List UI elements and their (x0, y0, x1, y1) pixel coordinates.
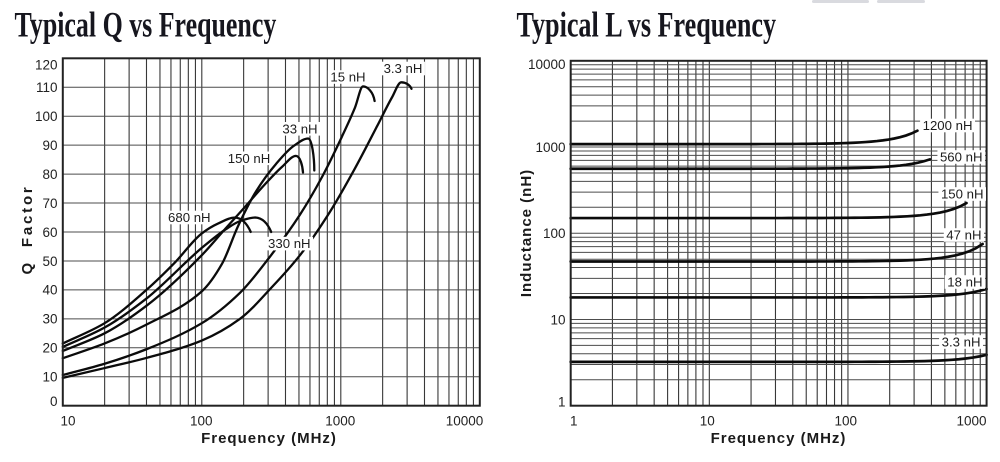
svg-text:Q Factor: Q Factor (19, 184, 36, 274)
svg-text:1: 1 (570, 413, 578, 428)
svg-text:Frequency (MHz): Frequency (MHz) (201, 430, 337, 447)
svg-text:150 nH: 150 nH (941, 187, 984, 202)
svg-text:10000: 10000 (446, 413, 484, 428)
svg-text:10: 10 (60, 413, 75, 428)
svg-text:60: 60 (42, 225, 57, 240)
svg-text:40: 40 (42, 283, 57, 298)
svg-text:1000: 1000 (956, 413, 986, 428)
svg-text:330 nH: 330 nH (268, 236, 311, 251)
svg-text:50: 50 (42, 254, 57, 269)
svg-text:1000: 1000 (325, 413, 355, 428)
svg-text:18 nH: 18 nH (947, 275, 982, 290)
svg-text:20: 20 (42, 341, 57, 356)
svg-text:47 nH: 47 nH (946, 228, 981, 243)
svg-text:0: 0 (50, 394, 58, 409)
svg-text:560 nH: 560 nH (940, 150, 983, 165)
svg-text:Inductance (nH): Inductance (nH) (518, 169, 535, 297)
svg-text:10: 10 (550, 312, 565, 327)
svg-text:Frequency (MHz): Frequency (MHz) (711, 430, 847, 447)
svg-text:10: 10 (700, 413, 715, 428)
svg-text:70: 70 (42, 196, 57, 211)
svg-text:150 nH: 150 nH (228, 151, 271, 166)
svg-text:100: 100 (543, 226, 566, 241)
svg-text:Typical Q vs Frequency: Typical Q vs Frequency (15, 4, 277, 44)
svg-text:Typical L vs Frequency: Typical L vs Frequency (517, 4, 777, 44)
svg-text:1000: 1000 (535, 140, 565, 155)
svg-text:100: 100 (835, 413, 858, 428)
svg-text:110: 110 (36, 80, 58, 95)
svg-text:1200 nH: 1200 nH (923, 118, 973, 133)
svg-text:33 nH: 33 nH (282, 121, 317, 136)
svg-text:100: 100 (190, 413, 213, 428)
svg-text:30: 30 (42, 312, 57, 327)
svg-text:10000: 10000 (528, 57, 566, 72)
svg-text:1: 1 (558, 395, 566, 410)
svg-text:3.3 nH: 3.3 nH (384, 61, 423, 76)
svg-text:3.3 nH: 3.3 nH (942, 335, 981, 350)
svg-text:80: 80 (42, 167, 57, 182)
svg-text:120: 120 (35, 57, 58, 72)
svg-text:680 nH: 680 nH (168, 210, 211, 225)
svg-text:90: 90 (42, 138, 57, 153)
svg-text:10: 10 (42, 370, 57, 385)
svg-text:15 nH: 15 nH (330, 70, 365, 85)
svg-text:100: 100 (35, 109, 58, 124)
